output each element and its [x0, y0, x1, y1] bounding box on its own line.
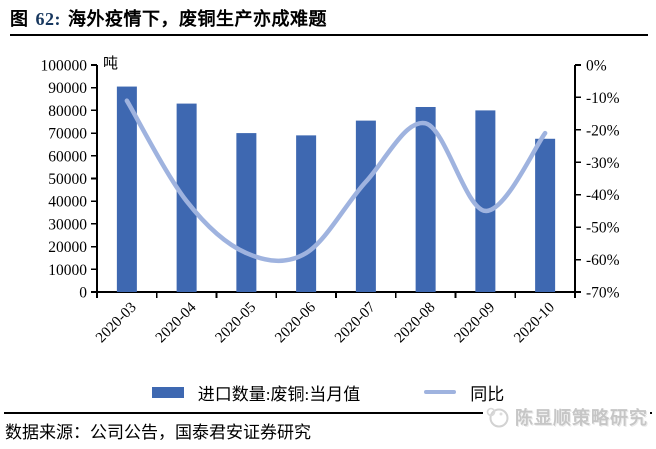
- right-axis-tick-label: -60%: [586, 252, 620, 269]
- left-axis-tick-label: 30000: [48, 216, 87, 233]
- chart-legend: 进口数量:废铜:当月值 同比: [0, 381, 656, 404]
- bar-2020-03: [116, 86, 137, 292]
- legend-bar-swatch: [151, 386, 184, 398]
- legend-line-swatch: [424, 390, 457, 394]
- bar-2020-07: [355, 120, 376, 293]
- left-axis-tick-label: 100000: [41, 58, 88, 75]
- x-axis-category-label: 2020-10: [511, 300, 558, 347]
- watermark-text: 陈显顺策略研究: [515, 408, 648, 428]
- bottom-divider: [4, 412, 652, 414]
- chart-area: 100000 90000 80000 70000 60000 50000 40000 3000…: [0, 45, 656, 375]
- x-axis-category-label: 2020-03: [93, 300, 140, 347]
- right-axis-tick-label: -30%: [586, 155, 620, 172]
- page-title: 图 62: 海外疫情下，废铜生产亦成难题: [10, 5, 650, 31]
- left-axis-unit-label: 吨: [103, 55, 118, 72]
- left-axis-tick-label: 0: [79, 285, 87, 302]
- x-axis-category-label: 2020-05: [213, 300, 260, 347]
- x-axis-category-label: 2020-09: [452, 300, 499, 347]
- x-axis-category-label: 2020-04: [153, 299, 200, 346]
- left-axis-tick-label: 40000: [48, 194, 87, 211]
- left-axis-tick-label: 50000: [48, 171, 87, 188]
- right-axis-tick-label: -50%: [586, 220, 620, 237]
- figure-title-text: 海外疫情下，废铜生产亦成难题: [68, 9, 327, 29]
- left-axis-tick-label: 20000: [48, 239, 87, 256]
- left-axis-tick-label: 10000: [48, 262, 87, 279]
- bar-2020-06: [296, 135, 317, 292]
- x-axis-category-label: 2020-06: [272, 299, 319, 346]
- figure-number: 62:: [35, 9, 61, 29]
- x-axis-category-label: 2020-07: [332, 299, 379, 346]
- right-axis-tick-label: -10%: [586, 90, 620, 107]
- left-axis-tick-label: 60000: [48, 148, 87, 165]
- yoy-line: [124, 98, 548, 264]
- left-axis-tick-label: 70000: [48, 126, 87, 143]
- watermark: 陈显顺策略研究: [483, 402, 650, 432]
- legend-bar-label: 进口数量:废铜:当月值: [197, 384, 361, 404]
- left-axis-tick-label: 90000: [48, 80, 87, 97]
- title-divider: [10, 34, 648, 36]
- bar-2020-10: [535, 138, 556, 292]
- figure-label: 图: [10, 9, 29, 29]
- right-axis-tick-label: -40%: [586, 187, 620, 204]
- bar-2020-05: [236, 133, 257, 292]
- data-source-note: 数据来源：公司公告，国泰君安证券研究: [5, 423, 311, 442]
- right-axis-tick-label: -20%: [586, 122, 620, 139]
- watermark-logo-icon: [486, 407, 509, 428]
- x-axis-category-label: 2020-08: [392, 300, 439, 347]
- legend-line-label: 同比: [470, 384, 505, 404]
- bar-2020-08: [415, 106, 436, 292]
- right-axis-tick-label: 0%: [586, 58, 607, 75]
- left-axis-tick-label: 80000: [48, 103, 87, 120]
- chart-svg: 1000009000080000700006000050000400003000…: [41, 55, 620, 347]
- bar-2020-09: [475, 110, 496, 293]
- right-axis-tick-label: -70%: [586, 285, 620, 302]
